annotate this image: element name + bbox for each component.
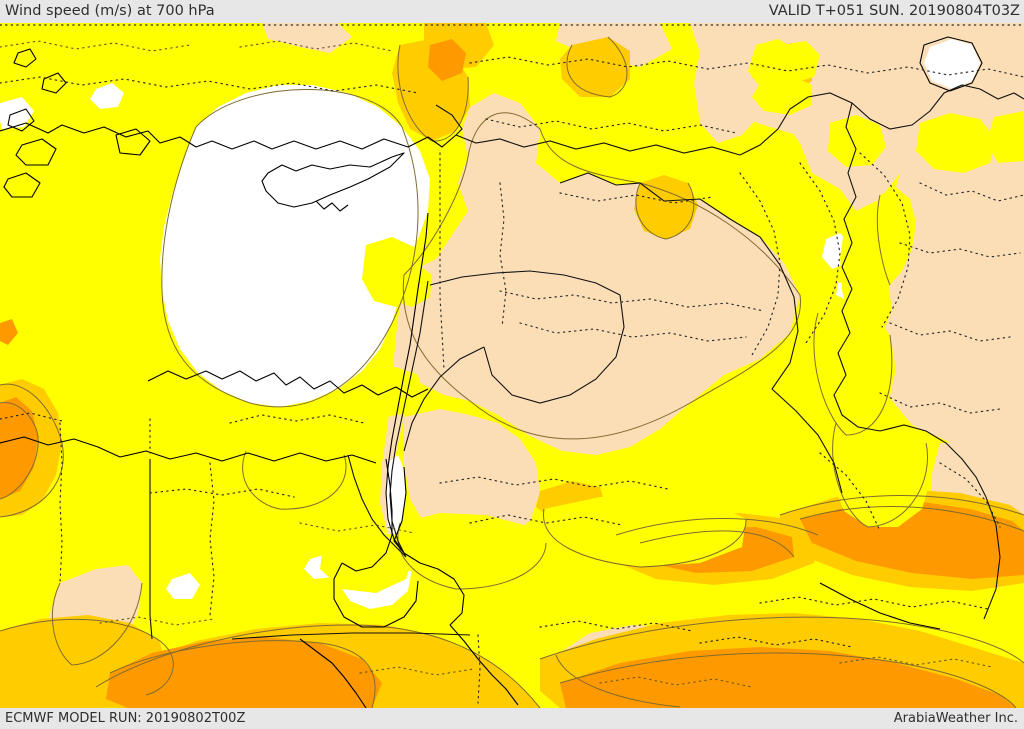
wind-speed-contour-svg: .c-line { fill:none; stroke:#806c2e; str… xyxy=(0,23,1024,708)
internal-dotted-borders xyxy=(0,40,1024,704)
provider-credit: ArabiaWeather Inc. xyxy=(893,711,1018,726)
page-title: Wind speed (m/s) at 700 hPa xyxy=(5,3,215,19)
model-run-label: ECMWF MODEL RUN: 20190802T00Z xyxy=(5,711,246,726)
map-header-bar: Wind speed (m/s) at 700 hPa VALID T+051 … xyxy=(0,0,1024,23)
contour-lines xyxy=(0,36,1024,708)
national-borders xyxy=(149,84,1024,640)
valid-time-label: VALID T+051 SUN. 20190804T03Z xyxy=(768,3,1020,19)
map-footer-bar: ECMWF MODEL RUN: 20190802T00Z ArabiaWeat… xyxy=(0,708,1024,729)
band-fill-moderate-overlays xyxy=(240,39,1024,593)
map-canvas[interactable]: .c-line { fill:none; stroke:#806c2e; str… xyxy=(0,23,1024,708)
